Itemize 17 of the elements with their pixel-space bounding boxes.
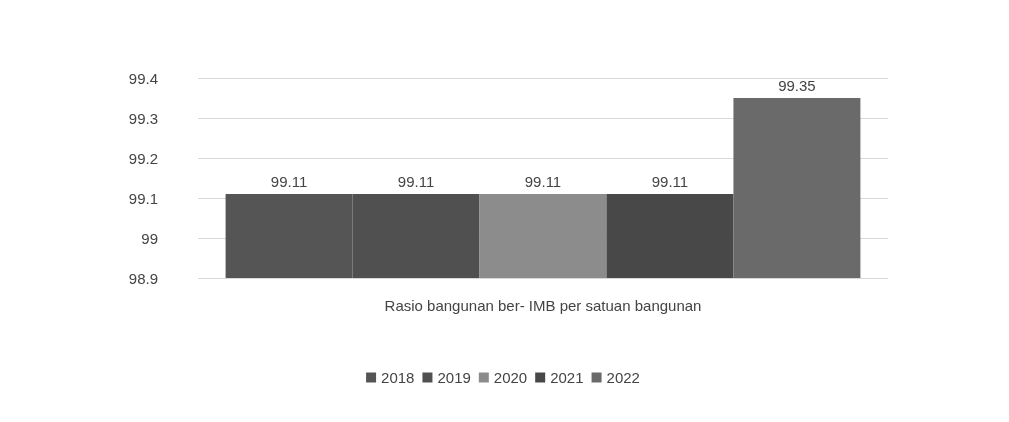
y-tick-label: 98.9 — [128, 269, 158, 287]
y-tick-label: 99.3 — [128, 109, 158, 127]
data-label: 99.11 — [270, 173, 308, 190]
y-tick-label: 99 — [141, 229, 158, 247]
legend-label: 2019 — [437, 369, 471, 386]
data-label: 99.11 — [397, 173, 435, 190]
legend-label: 2018 — [381, 369, 415, 386]
legend-label: 2021 — [550, 369, 584, 386]
x-tick-label: Rasio bangunan ber- IMB per satuan bangunan — [384, 297, 702, 314]
data-label: 99.11 — [524, 173, 562, 190]
y-tick-label: 99.1 — [128, 189, 158, 207]
y-tick-label: 99.4 — [128, 69, 158, 87]
data-label: 99.35 — [778, 77, 816, 94]
y-tick-label: 99.2 — [128, 149, 158, 167]
legend-label: 2022 — [606, 369, 640, 386]
legend-label: 2020 — [493, 369, 528, 386]
data-label: 99.11 — [651, 173, 689, 190]
